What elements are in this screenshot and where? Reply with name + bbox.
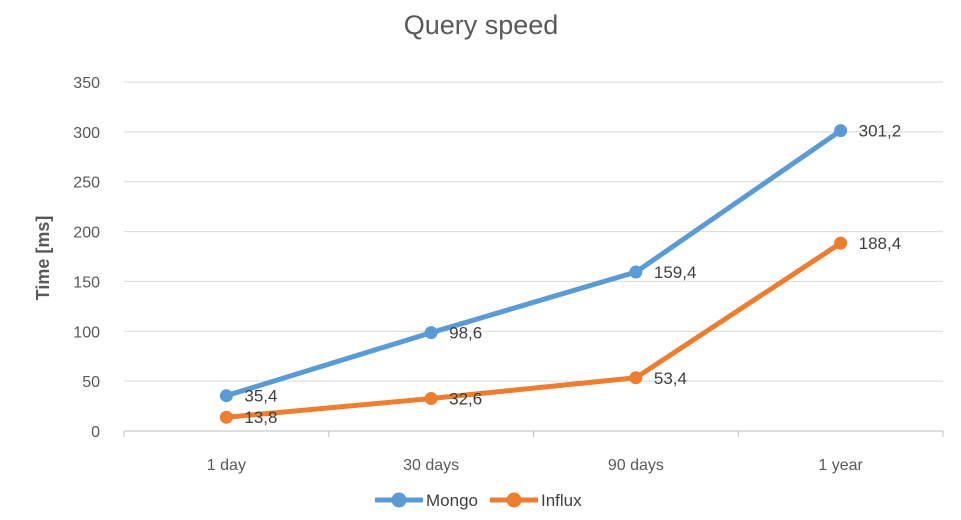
data-point-mongo — [219, 389, 233, 403]
legend-label: Mongo — [426, 491, 478, 510]
data-point-mongo — [629, 265, 643, 279]
y-tick-label: 300 — [73, 125, 100, 142]
legend-swatch-marker — [506, 492, 522, 508]
data-label-influx: 13,8 — [244, 408, 277, 427]
y-tick-label: 350 — [73, 75, 100, 92]
series-line-influx — [223, 240, 844, 420]
legend-item-mongo: Mongo — [375, 491, 478, 510]
data-label-influx: 53,4 — [654, 369, 687, 388]
axes: 0 50 100 150 200 250 300 350 1 day 30 days 90 days… — [73, 75, 944, 474]
data-point-influx — [629, 371, 643, 385]
x-tick-label: 30 days — [403, 457, 459, 474]
data-label-mongo: 301,2 — [859, 122, 902, 141]
y-tick-label: 200 — [73, 225, 100, 242]
data-label-mongo: 98,6 — [449, 324, 482, 343]
gridlines — [124, 81, 943, 432]
series-line-mongo — [223, 128, 844, 399]
data-labels: 35,4 98,6 159,4 301,2 13,8 32,6 53,4 188,4 — [244, 122, 901, 428]
data-point-influx — [834, 236, 848, 250]
series — [219, 124, 848, 424]
legend: Mongo Influx — [375, 491, 582, 510]
data-point-mongo — [834, 124, 848, 138]
y-axis-label: Time [ms] — [33, 216, 53, 301]
data-label-mongo: 35,4 — [244, 387, 277, 406]
y-tick-label: 50 — [82, 374, 100, 391]
x-tick-label: 90 days — [608, 457, 664, 474]
y-tick-label: 0 — [91, 424, 100, 441]
legend-label: Influx — [541, 491, 582, 510]
legend-item-influx: Influx — [490, 491, 582, 510]
data-label-influx: 188,4 — [859, 234, 902, 253]
x-tick-label: 1 day — [207, 457, 246, 474]
y-tick-label: 150 — [73, 274, 100, 291]
chart-title: Query speed — [404, 10, 559, 40]
data-point-influx — [424, 391, 438, 405]
data-point-mongo — [424, 326, 438, 340]
data-point-influx — [219, 410, 233, 424]
legend-swatch-marker — [391, 492, 407, 508]
data-label-mongo: 159,4 — [654, 263, 697, 282]
x-tick-label: 1 year — [818, 457, 863, 474]
y-tick-label: 250 — [73, 175, 100, 192]
data-label-influx: 32,6 — [449, 389, 482, 408]
y-tick-label: 100 — [73, 324, 100, 341]
